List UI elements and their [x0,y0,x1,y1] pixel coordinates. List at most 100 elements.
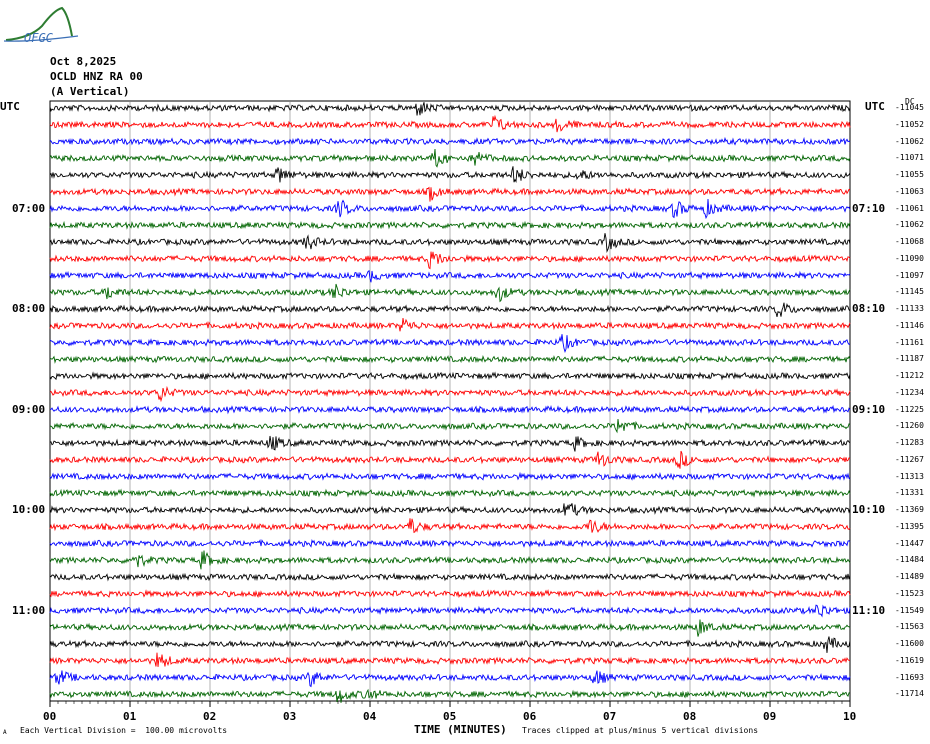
trace-dc-label: -11283 [895,438,924,447]
seismic-trace [49,418,851,434]
x-tick-label: 01 [123,710,137,723]
x-tick-label: 07 [603,710,617,723]
component-label: (A Vertical) [50,85,130,98]
trace-dc-label: -11563 [895,622,924,632]
seismic-trace [49,652,851,667]
dc-header-label: DC [905,97,915,106]
trace-dc-label: -11133 [895,304,924,313]
x-axis-title: TIME (MINUTES) [414,723,507,736]
seismic-trace [49,102,851,116]
seismic-trace [49,198,851,220]
seismic-trace [49,114,851,133]
seismic-trace [49,471,851,481]
trace-dc-label: -11523 [895,588,924,598]
trace-dc-label: -11313 [895,471,924,481]
x-tick-label: 09 [763,710,777,723]
trace-dc-label: -11369 [895,505,924,514]
trace-dc-label: -11714 [895,689,924,699]
seismic-trace [49,136,851,147]
trace-dc-label: -11161 [895,337,924,347]
trace-dc-label: -11090 [895,253,924,263]
trace-dc-label: -11068 [895,237,924,246]
trace-dc-label: -11071 [895,153,924,163]
seismic-trace [49,233,851,254]
trace-dc-label: -11061 [895,203,924,213]
seismic-trace [49,404,851,415]
right-time-label: 09:10 [852,402,886,416]
left-timezone-label: UTC [0,100,20,113]
seismic-trace [49,670,851,688]
trace-dc-label: -11549 [895,605,924,615]
seismic-trace [49,166,851,184]
right-timezone-label: UTC [865,100,885,113]
seismic-trace [49,518,851,534]
trace-dc-label: -11619 [895,655,924,665]
x-tick-label: 08 [683,710,697,723]
trace-dc-label: -11600 [895,639,924,648]
trace-dc-label: -11187 [895,354,924,364]
x-tick-label: 02 [203,710,217,723]
seismic-trace [49,186,851,202]
seismic-trace [49,572,851,582]
logo-swoosh [5,6,73,41]
seismic-trace [49,385,851,403]
left-time-label: 10:00 [12,503,46,516]
corner-mark: A [3,729,7,736]
date-label: Oct 8,2025 [50,55,117,68]
trace-dc-label: -11260 [895,421,924,431]
x-tick-label: 04 [363,710,377,723]
seismic-trace [49,334,851,353]
trace-dc-label: -11063 [895,186,924,196]
seismic-trace [49,450,851,469]
left-time-label: 07:00 [12,201,46,215]
seismic-trace [49,488,851,498]
trace-dc-label: -11267 [895,454,924,464]
seismic-trace [49,354,851,364]
seismic-trace [49,538,851,549]
seismic-trace [49,688,850,703]
trace-dc-label: -11331 [895,488,924,498]
seismic-trace [49,283,851,303]
seismic-trace [49,503,851,517]
scale-note: Each Vertical Division = 100.00 microvol… [20,726,228,735]
seismic-trace [49,604,851,618]
trace-dc-label: -11045 [895,103,924,112]
trace-dc-label: -11489 [895,572,924,581]
station-label: OCLD HNZ RA 00 [50,70,143,83]
seismic-trace [49,636,851,653]
trace-dc-label: -11062 [895,220,924,230]
x-tick-label: 05 [443,710,457,723]
logo-text: OFGC [24,31,54,45]
trace-dc-label: -11447 [895,538,924,548]
left-time-label: 08:00 [12,302,46,315]
trace-dc-label: -11062 [895,136,924,146]
trace-dc-label: -11145 [895,287,924,297]
right-time-label: 10:10 [852,503,886,516]
trace-dc-label: -11212 [895,371,924,380]
seismic-trace [49,318,851,332]
ofgc-logo: OFGC [3,6,79,45]
seismic-trace [49,251,851,270]
right-time-label: 11:10 [852,603,886,617]
x-tick-label: 06 [523,710,537,723]
seismic-trace [49,550,851,570]
seismic-trace [49,220,851,230]
left-time-label: 11:00 [12,603,46,617]
right-time-label: 08:10 [852,302,886,315]
trace-dc-label: -11484 [895,555,924,565]
right-time-label: 07:10 [852,201,886,215]
trace-dc-label: -11395 [895,521,924,531]
x-tick-label: 10 [843,710,857,723]
seismic-trace [49,148,851,168]
x-tick-label: 00 [43,710,57,723]
seismic-trace [49,435,851,452]
trace-dc-label: -11225 [895,404,924,414]
trace-dc-label: -11234 [895,387,924,397]
seismic-trace [49,371,851,381]
trace-dc-label: -11693 [895,672,924,682]
seismic-trace [49,619,851,637]
clip-note: Traces clipped at plus/minus 5 vertical … [522,726,759,735]
trace-dc-label: -11097 [895,270,924,280]
